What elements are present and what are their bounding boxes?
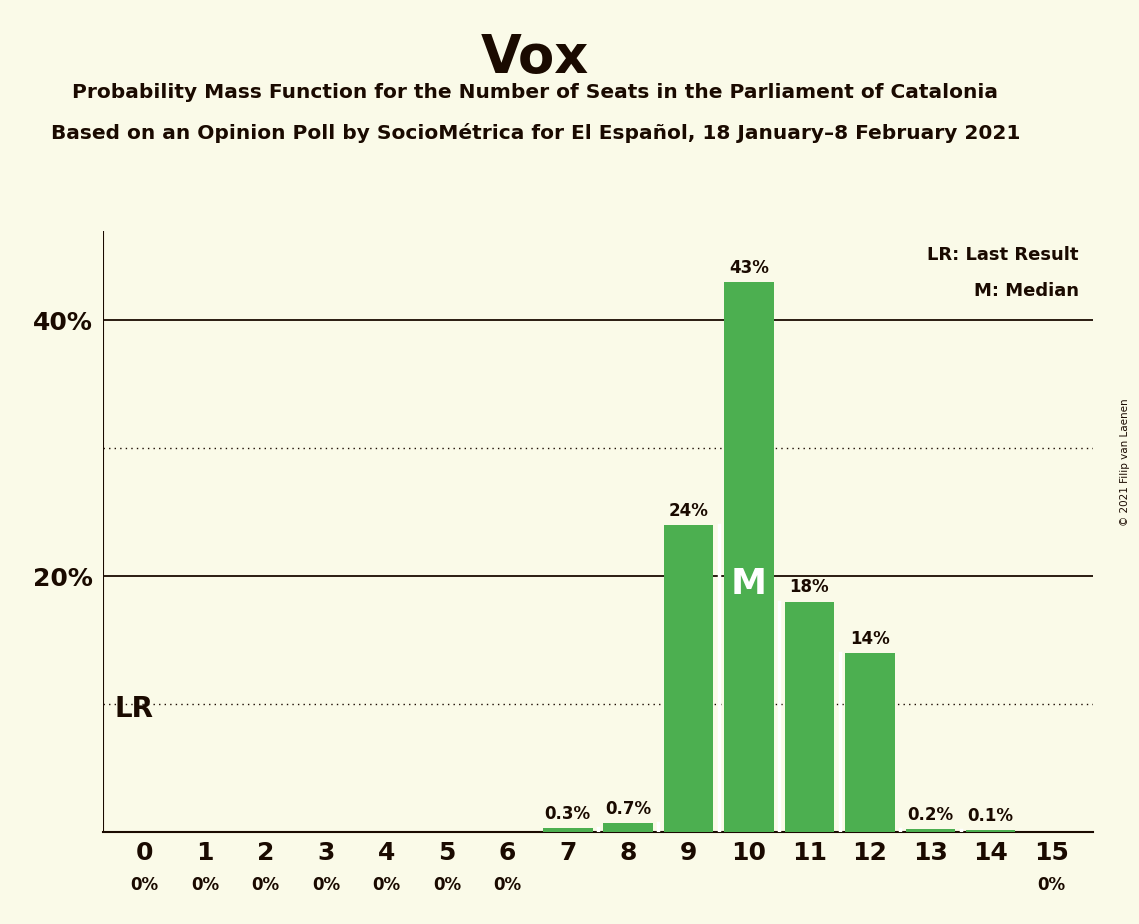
Text: 0.1%: 0.1%	[968, 808, 1014, 825]
Bar	[664, 525, 713, 832]
Text: LR: LR	[115, 695, 154, 723]
Text: M: M	[731, 567, 767, 602]
Text: 0%: 0%	[312, 876, 341, 894]
Text: 43%: 43%	[729, 259, 769, 277]
Text: 0%: 0%	[191, 876, 220, 894]
Bar	[785, 602, 834, 832]
Text: 0%: 0%	[372, 876, 401, 894]
Bar	[604, 822, 653, 832]
Text: Probability Mass Function for the Number of Seats in the Parliament of Catalonia: Probability Mass Function for the Number…	[73, 83, 998, 103]
Text: 0%: 0%	[131, 876, 158, 894]
Bar	[724, 282, 773, 832]
Bar	[966, 831, 1016, 832]
Text: © 2021 Filip van Laenen: © 2021 Filip van Laenen	[1121, 398, 1130, 526]
Text: 0%: 0%	[252, 876, 280, 894]
Text: 18%: 18%	[789, 578, 829, 597]
Text: 0%: 0%	[1038, 876, 1065, 894]
Text: 0%: 0%	[493, 876, 522, 894]
Bar	[543, 828, 592, 832]
Text: Based on an Opinion Poll by SocioMétrica for El Español, 18 January–8 February 2: Based on an Opinion Poll by SocioMétrica…	[50, 123, 1021, 143]
Text: 0.3%: 0.3%	[544, 805, 591, 822]
Bar	[845, 652, 894, 832]
Text: M: Median: M: Median	[974, 282, 1079, 300]
Text: Vox: Vox	[481, 32, 590, 84]
Text: 0.7%: 0.7%	[605, 799, 652, 818]
Text: 14%: 14%	[850, 629, 890, 648]
Text: 0%: 0%	[433, 876, 461, 894]
Text: 24%: 24%	[669, 502, 708, 520]
Text: 0.2%: 0.2%	[908, 806, 953, 824]
Bar	[906, 829, 956, 832]
Text: LR: Last Result: LR: Last Result	[927, 246, 1079, 264]
